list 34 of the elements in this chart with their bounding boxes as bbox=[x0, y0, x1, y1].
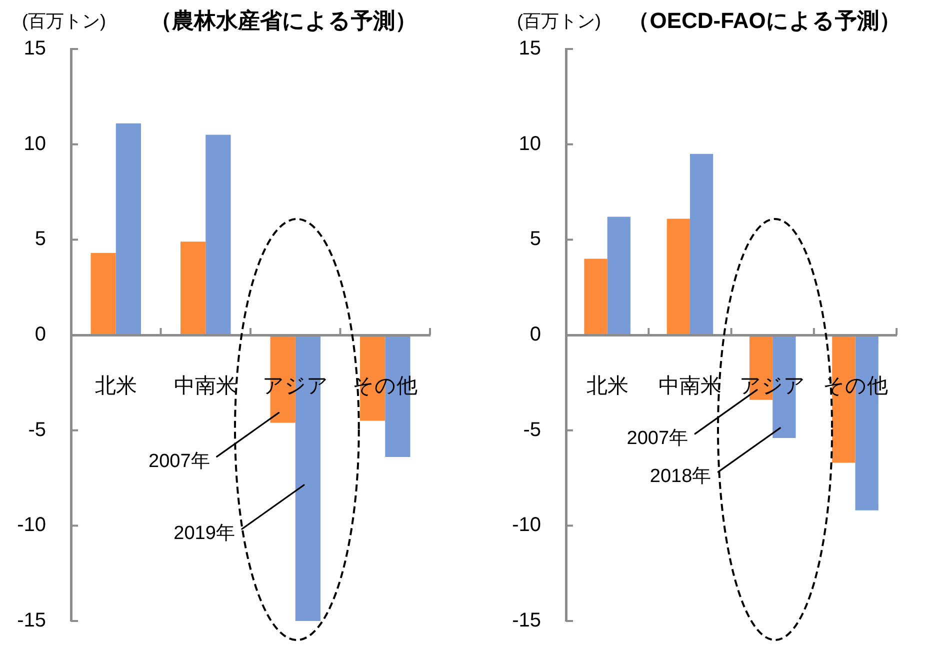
y-tick-label: 0 bbox=[530, 324, 541, 346]
bar bbox=[690, 154, 714, 335]
bar bbox=[607, 216, 630, 335]
y-tick-label: 5 bbox=[34, 228, 46, 250]
y-tick-label: -5 bbox=[523, 418, 541, 441]
chart-title: （農林水産省による予測） bbox=[150, 8, 417, 34]
bar bbox=[584, 258, 608, 335]
x-tick-label: 中南米 bbox=[658, 374, 722, 398]
y-tick-label: -5 bbox=[28, 418, 46, 441]
text: 2018年 bbox=[650, 466, 712, 488]
bar bbox=[666, 218, 690, 335]
x-tick-label: 中南米 bbox=[174, 374, 238, 398]
y-tick-label: -10 bbox=[512, 514, 541, 536]
text: 2019年 bbox=[174, 523, 235, 544]
y-tick-label: -10 bbox=[17, 514, 46, 536]
y-tick-label: -15 bbox=[17, 610, 46, 632]
x-tick-label: 北米 bbox=[586, 374, 628, 398]
y-tick-label: 10 bbox=[518, 132, 541, 155]
y-tick-label: 10 bbox=[24, 132, 46, 155]
y-tick-label: 5 bbox=[530, 228, 541, 250]
bar bbox=[116, 123, 142, 335]
text: 2007年 bbox=[626, 428, 688, 450]
y-tick-label: 0 bbox=[34, 324, 46, 346]
y-tick-label: -15 bbox=[512, 610, 541, 632]
bar bbox=[180, 242, 206, 335]
y-tick-label: 15 bbox=[518, 38, 541, 60]
y-axis-title: (百万トン) bbox=[22, 10, 106, 31]
chart-title: （OECD-FAOによる予測） bbox=[628, 8, 901, 34]
bar bbox=[90, 253, 116, 335]
bar bbox=[206, 134, 231, 335]
text: 2007年 bbox=[148, 450, 210, 472]
x-tick-label: 北米 bbox=[94, 374, 137, 398]
y-axis-title: (百万トン) bbox=[517, 10, 601, 31]
y-tick-label: 15 bbox=[24, 38, 46, 60]
